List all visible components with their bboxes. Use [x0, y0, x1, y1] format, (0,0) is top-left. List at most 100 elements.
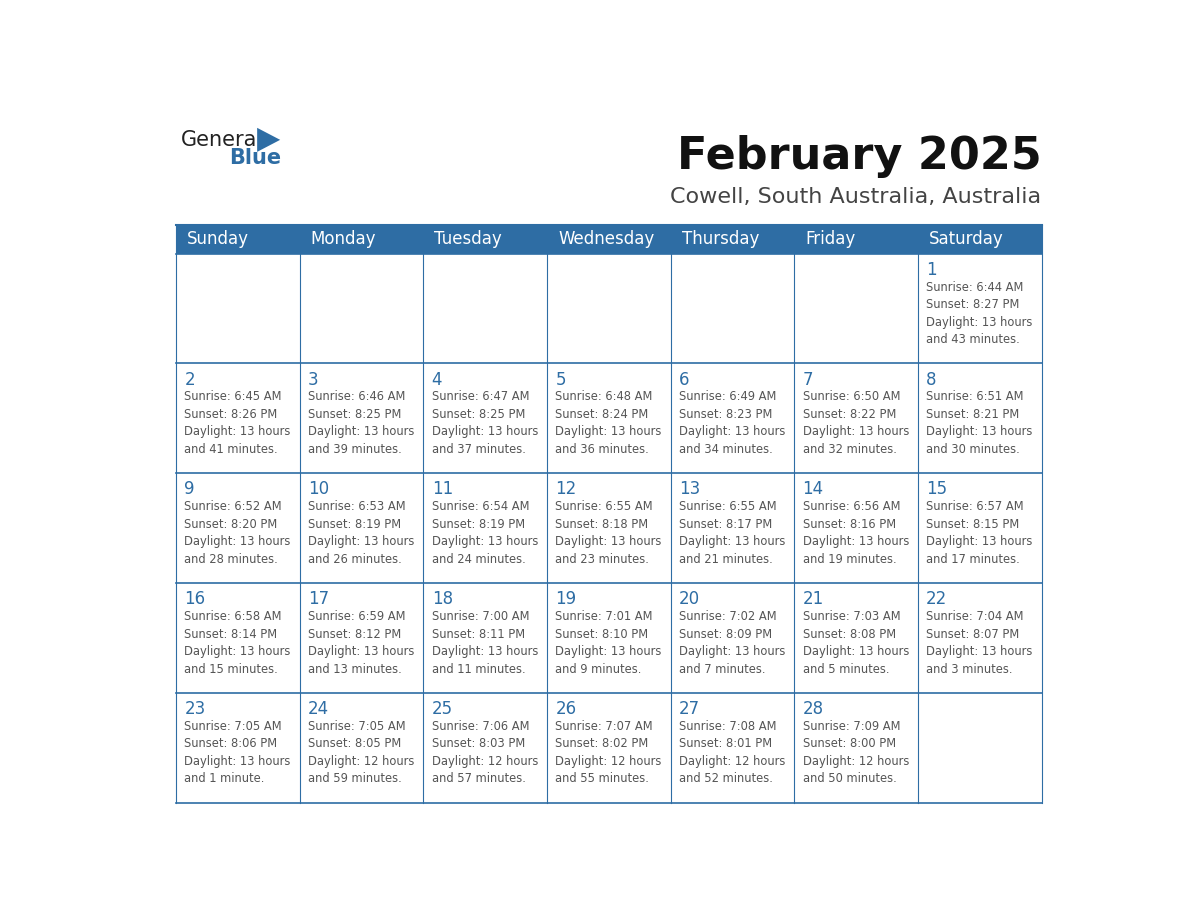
Bar [795, 474, 918, 583]
Text: Tuesday: Tuesday [435, 230, 503, 248]
Text: Sunrise: 6:59 AM
Sunset: 8:12 PM
Daylight: 13 hours
and 13 minutes.: Sunrise: 6:59 AM Sunset: 8:12 PM Dayligh… [308, 610, 415, 676]
Polygon shape [257, 128, 280, 151]
Bar [423, 253, 546, 364]
Text: Sunrise: 6:46 AM
Sunset: 8:25 PM
Daylight: 13 hours
and 39 minutes.: Sunrise: 6:46 AM Sunset: 8:25 PM Dayligh… [308, 390, 415, 456]
Bar [176, 693, 299, 803]
Text: 2: 2 [184, 371, 195, 388]
Bar [423, 583, 546, 693]
Bar [671, 693, 795, 803]
Bar [546, 583, 671, 693]
Bar [176, 225, 1042, 253]
Text: 21: 21 [803, 590, 823, 609]
Text: Wednesday: Wednesday [558, 230, 655, 248]
Bar [546, 364, 671, 474]
Text: Sunrise: 6:55 AM
Sunset: 8:18 PM
Daylight: 13 hours
and 23 minutes.: Sunrise: 6:55 AM Sunset: 8:18 PM Dayligh… [555, 500, 662, 565]
Text: Blue: Blue [229, 148, 282, 168]
Text: 22: 22 [927, 590, 948, 609]
Text: Sunrise: 6:56 AM
Sunset: 8:16 PM
Daylight: 13 hours
and 19 minutes.: Sunrise: 6:56 AM Sunset: 8:16 PM Dayligh… [803, 500, 909, 565]
Text: 16: 16 [184, 590, 206, 609]
Text: Sunrise: 7:09 AM
Sunset: 8:00 PM
Daylight: 12 hours
and 50 minutes.: Sunrise: 7:09 AM Sunset: 8:00 PM Dayligh… [803, 720, 909, 786]
Text: 27: 27 [680, 700, 700, 718]
Text: Sunrise: 6:53 AM
Sunset: 8:19 PM
Daylight: 13 hours
and 26 minutes.: Sunrise: 6:53 AM Sunset: 8:19 PM Dayligh… [308, 500, 415, 565]
Text: February 2025: February 2025 [677, 135, 1042, 177]
Text: 20: 20 [680, 590, 700, 609]
Text: Sunrise: 7:03 AM
Sunset: 8:08 PM
Daylight: 13 hours
and 5 minutes.: Sunrise: 7:03 AM Sunset: 8:08 PM Dayligh… [803, 610, 909, 676]
Text: Cowell, South Australia, Australia: Cowell, South Australia, Australia [670, 187, 1042, 207]
Text: 14: 14 [803, 480, 823, 498]
Bar [795, 253, 918, 364]
Bar [795, 583, 918, 693]
Text: 11: 11 [431, 480, 453, 498]
Text: 23: 23 [184, 700, 206, 718]
Bar [671, 364, 795, 474]
Text: Monday: Monday [311, 230, 377, 248]
Bar [918, 693, 1042, 803]
Text: 17: 17 [308, 590, 329, 609]
Text: Sunrise: 7:08 AM
Sunset: 8:01 PM
Daylight: 12 hours
and 52 minutes.: Sunrise: 7:08 AM Sunset: 8:01 PM Dayligh… [680, 720, 785, 786]
Text: Sunrise: 6:54 AM
Sunset: 8:19 PM
Daylight: 13 hours
and 24 minutes.: Sunrise: 6:54 AM Sunset: 8:19 PM Dayligh… [431, 500, 538, 565]
Bar [176, 253, 299, 364]
Text: 7: 7 [803, 371, 813, 388]
Text: 26: 26 [555, 700, 576, 718]
Bar [299, 253, 423, 364]
Text: Sunrise: 7:05 AM
Sunset: 8:06 PM
Daylight: 13 hours
and 1 minute.: Sunrise: 7:05 AM Sunset: 8:06 PM Dayligh… [184, 720, 291, 786]
Bar [918, 253, 1042, 364]
Bar [423, 474, 546, 583]
Bar [299, 364, 423, 474]
Text: Sunrise: 7:01 AM
Sunset: 8:10 PM
Daylight: 13 hours
and 9 minutes.: Sunrise: 7:01 AM Sunset: 8:10 PM Dayligh… [555, 610, 662, 676]
Text: 9: 9 [184, 480, 195, 498]
Text: Sunrise: 6:49 AM
Sunset: 8:23 PM
Daylight: 13 hours
and 34 minutes.: Sunrise: 6:49 AM Sunset: 8:23 PM Dayligh… [680, 390, 785, 456]
Bar [423, 693, 546, 803]
Text: Thursday: Thursday [682, 230, 759, 248]
Text: Sunrise: 6:44 AM
Sunset: 8:27 PM
Daylight: 13 hours
and 43 minutes.: Sunrise: 6:44 AM Sunset: 8:27 PM Dayligh… [927, 281, 1032, 346]
Text: 3: 3 [308, 371, 318, 388]
Text: Sunrise: 7:04 AM
Sunset: 8:07 PM
Daylight: 13 hours
and 3 minutes.: Sunrise: 7:04 AM Sunset: 8:07 PM Dayligh… [927, 610, 1032, 676]
Text: Sunrise: 7:00 AM
Sunset: 8:11 PM
Daylight: 13 hours
and 11 minutes.: Sunrise: 7:00 AM Sunset: 8:11 PM Dayligh… [431, 610, 538, 676]
Text: 12: 12 [555, 480, 576, 498]
Text: 6: 6 [680, 371, 689, 388]
Text: Sunrise: 6:50 AM
Sunset: 8:22 PM
Daylight: 13 hours
and 32 minutes.: Sunrise: 6:50 AM Sunset: 8:22 PM Dayligh… [803, 390, 909, 456]
Text: Sunrise: 6:58 AM
Sunset: 8:14 PM
Daylight: 13 hours
and 15 minutes.: Sunrise: 6:58 AM Sunset: 8:14 PM Dayligh… [184, 610, 291, 676]
Text: 24: 24 [308, 700, 329, 718]
Text: 1: 1 [927, 261, 937, 279]
Bar [918, 364, 1042, 474]
Text: Sunday: Sunday [188, 230, 249, 248]
Text: 15: 15 [927, 480, 947, 498]
Bar [299, 693, 423, 803]
Bar [671, 583, 795, 693]
Bar [671, 253, 795, 364]
Text: Sunrise: 7:02 AM
Sunset: 8:09 PM
Daylight: 13 hours
and 7 minutes.: Sunrise: 7:02 AM Sunset: 8:09 PM Dayligh… [680, 610, 785, 676]
Text: Sunrise: 6:52 AM
Sunset: 8:20 PM
Daylight: 13 hours
and 28 minutes.: Sunrise: 6:52 AM Sunset: 8:20 PM Dayligh… [184, 500, 291, 565]
Bar [546, 693, 671, 803]
Bar [795, 364, 918, 474]
Bar [546, 474, 671, 583]
Bar [918, 583, 1042, 693]
Text: Sunrise: 6:47 AM
Sunset: 8:25 PM
Daylight: 13 hours
and 37 minutes.: Sunrise: 6:47 AM Sunset: 8:25 PM Dayligh… [431, 390, 538, 456]
Bar [176, 583, 299, 693]
Text: Sunrise: 6:45 AM
Sunset: 8:26 PM
Daylight: 13 hours
and 41 minutes.: Sunrise: 6:45 AM Sunset: 8:26 PM Dayligh… [184, 390, 291, 456]
Bar [176, 364, 299, 474]
Text: 4: 4 [431, 371, 442, 388]
Bar [176, 474, 299, 583]
Text: Sunrise: 6:55 AM
Sunset: 8:17 PM
Daylight: 13 hours
and 21 minutes.: Sunrise: 6:55 AM Sunset: 8:17 PM Dayligh… [680, 500, 785, 565]
Bar [299, 474, 423, 583]
Bar [546, 253, 671, 364]
Text: Sunrise: 7:06 AM
Sunset: 8:03 PM
Daylight: 12 hours
and 57 minutes.: Sunrise: 7:06 AM Sunset: 8:03 PM Dayligh… [431, 720, 538, 786]
Text: Sunrise: 6:57 AM
Sunset: 8:15 PM
Daylight: 13 hours
and 17 minutes.: Sunrise: 6:57 AM Sunset: 8:15 PM Dayligh… [927, 500, 1032, 565]
Text: 18: 18 [431, 590, 453, 609]
Bar [423, 364, 546, 474]
Bar [671, 474, 795, 583]
Text: 13: 13 [680, 480, 700, 498]
Text: 5: 5 [555, 371, 565, 388]
Text: 8: 8 [927, 371, 936, 388]
Text: Saturday: Saturday [929, 230, 1004, 248]
Bar [918, 474, 1042, 583]
Bar [795, 693, 918, 803]
Text: 28: 28 [803, 700, 823, 718]
Text: 10: 10 [308, 480, 329, 498]
Text: Sunrise: 7:07 AM
Sunset: 8:02 PM
Daylight: 12 hours
and 55 minutes.: Sunrise: 7:07 AM Sunset: 8:02 PM Dayligh… [555, 720, 662, 786]
Text: Sunrise: 7:05 AM
Sunset: 8:05 PM
Daylight: 12 hours
and 59 minutes.: Sunrise: 7:05 AM Sunset: 8:05 PM Dayligh… [308, 720, 415, 786]
Bar [299, 583, 423, 693]
Text: 19: 19 [555, 590, 576, 609]
Text: 25: 25 [431, 700, 453, 718]
